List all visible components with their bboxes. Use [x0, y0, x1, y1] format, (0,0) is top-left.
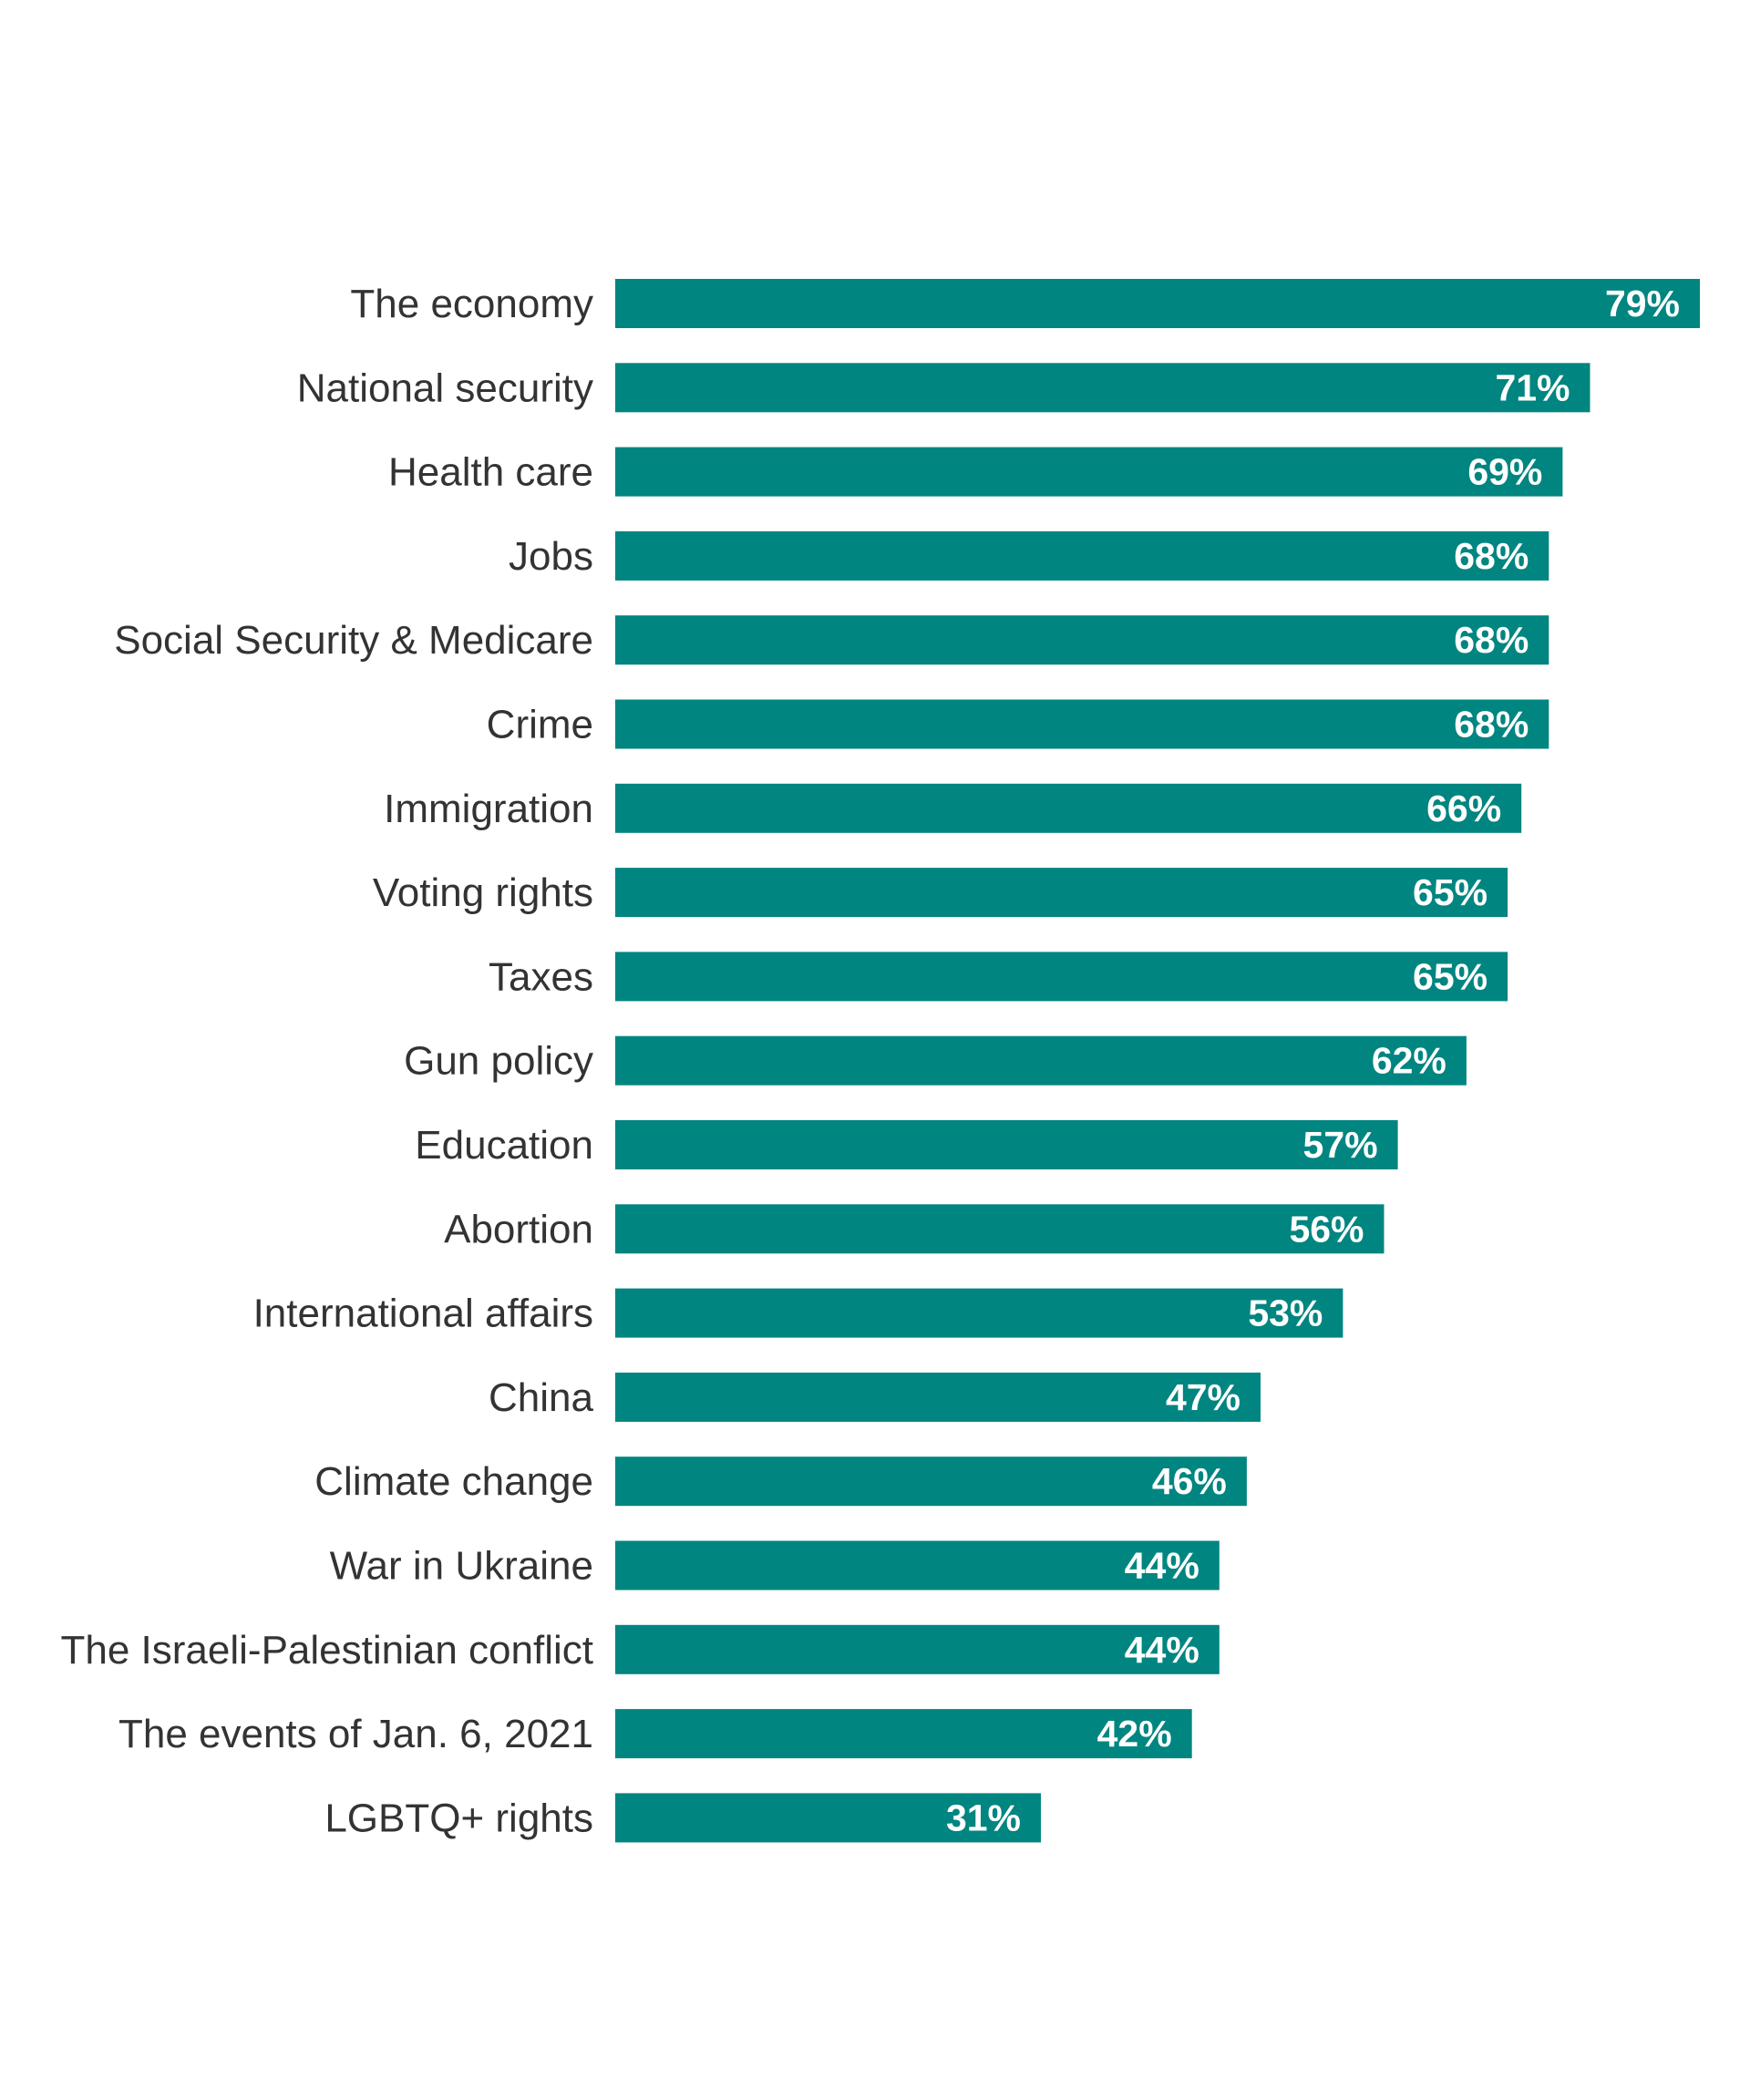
category-label: LGBTQ+ rights	[324, 1796, 593, 1840]
category-label: International affairs	[253, 1292, 593, 1336]
category-label: Social Security & Medicare	[114, 618, 593, 663]
value-label: 44%	[1125, 1629, 1199, 1671]
bar	[615, 447, 1563, 497]
category-label: Immigration	[384, 787, 593, 831]
bar	[615, 615, 1549, 665]
bar	[615, 1372, 1261, 1422]
bar-row: Gun policy 62%	[404, 1035, 1467, 1086]
bar-row: Taxes 65%	[489, 952, 1508, 1002]
bar-row: China 47%	[489, 1372, 1261, 1422]
category-label: Education	[415, 1123, 593, 1168]
value-label: 69%	[1467, 451, 1542, 493]
value-label: 68%	[1454, 704, 1529, 746]
bar	[615, 363, 1590, 413]
bar-row: Social Security & Medicare 68%	[114, 615, 1549, 665]
bar-row: Abortion 56%	[444, 1204, 1385, 1254]
bar-row: The economy 79%	[350, 279, 1700, 328]
bar-row: War in Ukraine 44%	[330, 1540, 1220, 1590]
category-label: China	[489, 1375, 593, 1420]
bar	[615, 1709, 1192, 1759]
bar-row: Education 57%	[415, 1120, 1398, 1169]
category-label: Climate change	[314, 1459, 593, 1504]
value-label: 71%	[1495, 366, 1570, 408]
bar	[615, 1624, 1220, 1674]
category-label: Health care	[388, 450, 593, 495]
category-label: The Israeli-Palestinian conflict	[61, 1628, 593, 1673]
value-label: 53%	[1248, 1292, 1323, 1334]
bar	[615, 530, 1549, 581]
bar	[615, 1540, 1220, 1590]
value-label: 42%	[1097, 1713, 1172, 1755]
bar	[615, 868, 1508, 918]
category-label: The economy	[350, 282, 593, 326]
bar	[615, 699, 1549, 749]
bar-row: Climate change 46%	[314, 1457, 1247, 1507]
bar-row: International affairs 53%	[253, 1288, 1343, 1338]
value-label: 79%	[1605, 283, 1680, 324]
bars: The economy 79% National security 71% Health…	[61, 279, 1700, 1843]
bar-row: Voting rights 65%	[373, 868, 1508, 918]
bar	[615, 1793, 1041, 1843]
category-label: National security	[297, 365, 593, 410]
category-label: Voting rights	[373, 870, 593, 915]
bar	[615, 1035, 1467, 1086]
value-label: 65%	[1413, 871, 1488, 913]
value-label: 44%	[1125, 1545, 1199, 1587]
bar-row: The events of Jan. 6, 2021 42%	[118, 1709, 1192, 1759]
category-label: The events of Jan. 6, 2021	[118, 1712, 593, 1756]
bar	[615, 1288, 1343, 1338]
value-label: 31%	[946, 1796, 1021, 1838]
category-label: Abortion	[444, 1207, 593, 1251]
bar-row: Crime 68%	[487, 699, 1549, 749]
value-label: 65%	[1413, 955, 1488, 997]
category-label: Taxes	[489, 954, 593, 999]
bar	[615, 1457, 1247, 1507]
bar-row: Immigration 66%	[384, 783, 1522, 833]
category-label: Crime	[487, 703, 593, 747]
bar-row: The Israeli-Palestinian conflict 44%	[61, 1624, 1220, 1674]
category-label: Gun policy	[404, 1039, 593, 1084]
value-label: 68%	[1454, 535, 1529, 577]
bar	[615, 783, 1522, 833]
category-label: Jobs	[509, 534, 593, 579]
bar-row: Health care 69%	[388, 447, 1563, 497]
value-label: 46%	[1152, 1460, 1227, 1502]
value-label: 66%	[1426, 788, 1501, 829]
bar	[615, 1120, 1398, 1169]
value-label: 56%	[1289, 1208, 1364, 1250]
bar	[615, 279, 1700, 328]
bar	[615, 952, 1508, 1002]
bar-row: Jobs 68%	[509, 530, 1549, 581]
value-label: 68%	[1454, 619, 1529, 661]
bar-row: National security 71%	[297, 363, 1590, 413]
value-label: 62%	[1372, 1040, 1446, 1082]
bar-row: LGBTQ+ rights 31%	[324, 1793, 1041, 1843]
bar	[615, 1204, 1385, 1254]
value-label: 47%	[1166, 1376, 1240, 1418]
category-label: War in Ukraine	[330, 1544, 593, 1589]
value-label: 57%	[1303, 1124, 1378, 1166]
